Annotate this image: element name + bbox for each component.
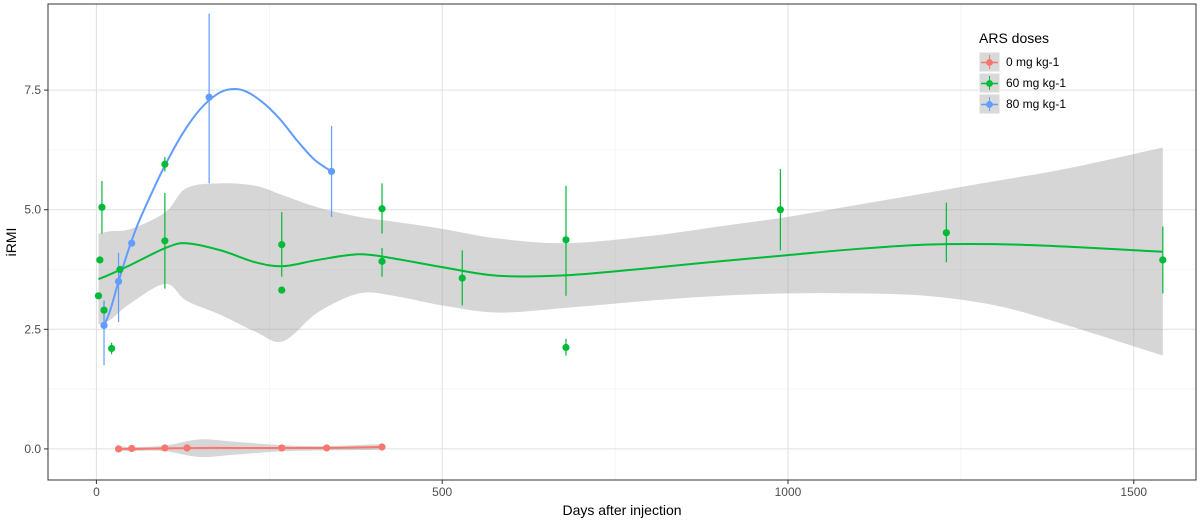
smooth-line — [103, 87, 333, 326]
y-tick-label: 2.5 — [24, 322, 41, 336]
data-point — [114, 445, 123, 453]
x-tick-label: 0 — [93, 485, 100, 499]
data-point — [114, 277, 123, 286]
legend-label: 80 mg kg-1 — [1006, 97, 1066, 111]
data-point — [161, 160, 169, 168]
data-point — [378, 205, 386, 213]
x-tick-label: 500 — [432, 485, 452, 499]
smooth-line — [118, 445, 383, 450]
data-point — [94, 292, 103, 300]
data-point — [327, 167, 336, 176]
smooth-line — [98, 242, 1163, 281]
plot-border — [47, 3, 1197, 481]
legend-keys: 0 mg kg-1 60 mg kg-1 80 mg kg-1 — [978, 51, 1066, 115]
data-point — [128, 444, 136, 453]
confidence-band — [98, 147, 1163, 356]
data-point — [161, 237, 169, 245]
data-point — [161, 444, 169, 452]
x-axis-ticks: 0 500 1000 1500 — [93, 480, 1147, 499]
x-tick-label: 1000 — [775, 485, 802, 499]
legend-key-point — [986, 101, 993, 108]
data-point — [116, 265, 124, 274]
y-tick-label: 7.5 — [24, 83, 41, 97]
data-point — [278, 286, 286, 294]
legend-key-point — [986, 59, 993, 66]
data-point — [278, 241, 286, 249]
data-point — [776, 206, 784, 214]
data-points — [94, 93, 1167, 453]
data-point — [128, 239, 136, 247]
data-point — [100, 321, 108, 330]
legend-label: 0 mg kg-1 — [1006, 55, 1060, 69]
y-tick-label: 0.0 — [24, 442, 41, 456]
legend-title: ARS doses — [979, 30, 1049, 46]
data-point — [378, 257, 386, 265]
data-point — [458, 274, 466, 282]
y-tick-label: 5.0 — [24, 203, 41, 217]
legend-label: 60 mg kg-1 — [1006, 76, 1066, 90]
data-point — [100, 306, 108, 314]
x-axis-title: Days after injection — [562, 502, 681, 518]
y-axis-title: iRMI — [3, 228, 19, 257]
data-point — [278, 444, 286, 452]
legend-key-point — [986, 80, 993, 87]
data-point — [205, 93, 213, 101]
data-point — [96, 256, 104, 264]
data-point — [108, 344, 116, 353]
data-point — [1159, 256, 1167, 264]
x-tick-label: 1500 — [1120, 485, 1147, 499]
y-axis-ticks: 0.0 2.5 5.0 7.5 — [24, 83, 48, 456]
smooth-lines — [98, 87, 1163, 450]
data-point — [378, 443, 386, 451]
data-point — [562, 236, 570, 244]
data-point — [323, 444, 331, 452]
plot-panel — [47, 3, 1197, 481]
legend: ARS doses 0 mg kg-1 60 mg kg-1 80 mg kg-1 — [978, 30, 1066, 115]
data-point — [183, 444, 191, 452]
data-point — [942, 229, 950, 237]
data-point — [562, 343, 570, 352]
data-point — [98, 203, 106, 211]
